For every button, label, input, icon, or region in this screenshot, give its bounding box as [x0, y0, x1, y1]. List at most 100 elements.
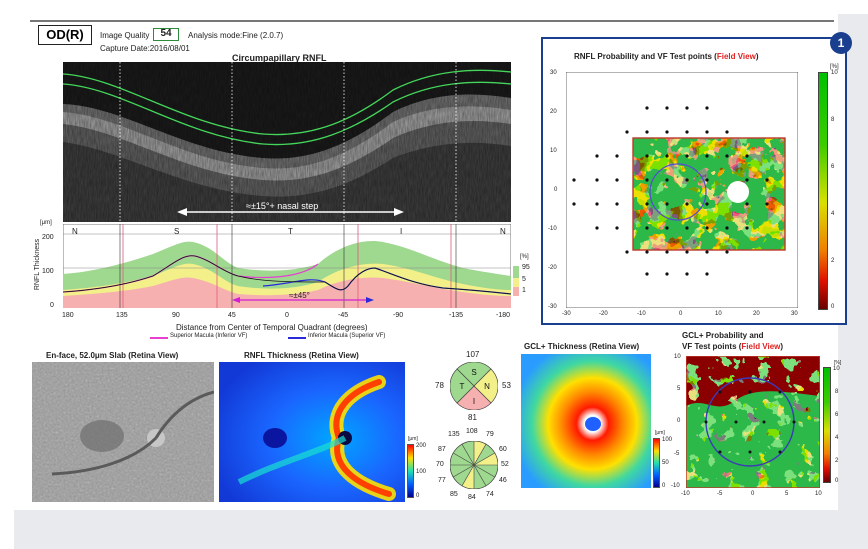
fieldview-plot: [566, 72, 798, 308]
gcl-prob-colorbar-unit: [%]: [834, 360, 842, 366]
clock-value: 79: [486, 431, 494, 438]
capture-date: Capture Date:2016/08/01: [100, 44, 190, 53]
rnfl-profile-plot: [63, 224, 511, 308]
gcl-prob-x-tick: -10: [681, 491, 690, 497]
fieldview-colorbar-unit: [%]: [830, 64, 839, 70]
rnfl-thickness-map: [219, 362, 405, 502]
quadrant-label-s: S: [471, 368, 476, 377]
percent-label: 5: [522, 276, 526, 283]
enface-image: [32, 362, 214, 502]
oct-title: Circumpapillary RNFL: [232, 53, 327, 63]
gcl-prob-colorbar-tick: 10: [833, 366, 840, 372]
fieldview-x-tick: 30: [791, 311, 798, 317]
gcl-prob-x-tick: -5: [717, 491, 723, 497]
fieldview-colorbar-tick: 6: [831, 164, 835, 170]
fieldview-title-prefix: RNFL Probability and VF Test points (: [574, 52, 717, 61]
header-rule: [30, 20, 834, 22]
enface-title: En-face, 52.0μm Slab (Retina View): [46, 351, 179, 360]
image-quality-value: 54: [153, 28, 179, 41]
rnfl-x-tick: 180: [62, 312, 74, 319]
gcl-prob-x-tick: 10: [815, 491, 822, 497]
clock-value: 135: [448, 431, 460, 438]
fieldview-y-tick: 20: [550, 109, 557, 115]
quadrant-value-i: 81: [468, 413, 477, 422]
gcl-prob-title-prefix: VF Test points (: [682, 342, 742, 351]
gcl-prob-y-tick: -5: [674, 451, 680, 457]
legend-label-superior: Superior Macula (Inferior VF): [170, 333, 248, 339]
clock-value: 85: [450, 491, 458, 498]
gcl-probability-plot: [686, 356, 820, 488]
fieldview-y-tick: -10: [548, 226, 557, 232]
gcl-prob-colorbar-tick: 4: [835, 435, 839, 441]
fieldview-x-tick: 20: [753, 311, 760, 317]
rnfl-y-tick: 200: [42, 234, 54, 241]
gcl-prob-y-tick: 10: [674, 354, 681, 360]
clock-value: 74: [486, 491, 494, 498]
gcl-thickness-tick: 100: [662, 437, 673, 443]
gcl-prob-y-tick: 5: [677, 386, 681, 392]
percent-label: 95: [522, 264, 530, 271]
clock-value: 60: [499, 446, 507, 453]
oct-bscan-image: [63, 62, 511, 222]
thickness-map-tick: 100: [416, 469, 427, 475]
fieldview-y-tick: 10: [550, 148, 557, 154]
gcl-prob-colorbar-tick: 6: [835, 412, 839, 418]
quadrant-label-t: T: [460, 382, 465, 391]
oct-arrow-label: ≈±15°+ nasal step: [246, 201, 319, 211]
rnfl-x-tick: 90: [172, 312, 180, 319]
legend-line-inferior: [288, 337, 306, 339]
rnfl-bracket-label: ≈±45°: [289, 291, 310, 300]
fieldview-x-tick: 0: [679, 311, 683, 317]
fieldview-y-tick: 0: [554, 187, 558, 193]
quadrant-label-n: N: [484, 382, 490, 391]
rnfl-x-tick: 0: [285, 312, 289, 319]
gcl-prob-x-tick: 0: [751, 491, 755, 497]
clock-hour-chart: [450, 441, 498, 489]
clock-value: 77: [438, 477, 446, 484]
legend-label-inferior: Inferior Macula (Superior VF): [308, 333, 386, 339]
gcl-thickness-colorbar: [653, 438, 660, 488]
fieldview-y-tick: -30: [548, 304, 557, 310]
rnfl-y-tick: 100: [42, 268, 54, 275]
quadrant-label-i: I: [473, 397, 475, 406]
quadrant-chart: S T N I: [450, 362, 498, 410]
fieldview-x-tick: -10: [637, 311, 646, 317]
rnfl-x-tick: -45: [338, 312, 349, 319]
legend-line-superior: [150, 337, 168, 339]
gcl-prob-x-tick: 5: [785, 491, 789, 497]
gcl-prob-title-highlight: Field View: [741, 342, 781, 351]
thickness-map-tick: 0: [416, 493, 420, 499]
clock-value: 108: [466, 428, 478, 435]
clock-value: 46: [499, 477, 507, 484]
gcl-prob-y-tick: -10: [671, 483, 680, 489]
fieldview-x-tick: -30: [562, 311, 571, 317]
rnfl-x-axis-label: Distance from Center of Temporal Quadran…: [176, 323, 368, 332]
sector-label-s: S: [174, 227, 180, 236]
percent-label: 1: [522, 287, 526, 294]
rnfl-y-axis-label: RNFL Thickness: [34, 238, 42, 291]
rnfl-x-tick: 45: [228, 312, 236, 319]
fieldview-x-tick: -20: [599, 311, 608, 317]
image-quality-label: Image Quality: [100, 31, 150, 40]
percent-unit: [%]: [520, 254, 529, 260]
gcl-thickness-tick: 0: [662, 483, 666, 489]
gcl-prob-y-tick: 0: [677, 418, 681, 424]
fieldview-colorbar-tick: 4: [831, 211, 835, 217]
fieldview-colorbar-tick: 0: [831, 304, 835, 310]
gcl-thickness-map: [521, 354, 651, 488]
gcl-prob-colorbar-tick: 0: [835, 478, 839, 484]
analysis-mode: Analysis mode:Fine (2.0.7): [188, 31, 284, 40]
gcl-prob-title-line1: GCL+ Probability and: [682, 331, 764, 340]
quadrant-value-s: 107: [466, 350, 480, 359]
gcl-prob-title-line2: VF Test points (Field View): [682, 342, 783, 351]
rnfl-y-unit: [μm]: [40, 220, 52, 226]
rnfl-y-tick: 0: [50, 302, 54, 309]
gcl-thickness-title: GCL+ Thickness (Retina View): [524, 342, 640, 351]
fieldview-title-highlight: Field View: [716, 52, 756, 61]
rnfl-x-tick: -90: [393, 312, 404, 319]
fieldview-colorbar-tick: 2: [831, 258, 835, 264]
fieldview-y-tick: 30: [550, 70, 557, 76]
gcl-prob-title-suffix: ): [780, 342, 784, 351]
sector-label-i: I: [400, 227, 403, 236]
